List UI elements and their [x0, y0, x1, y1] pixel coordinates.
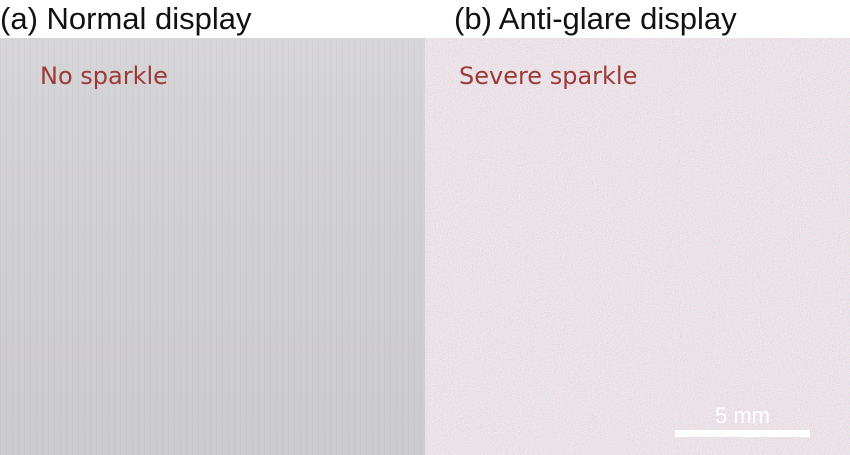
panel-caption: (b) Anti-glare display — [454, 1, 737, 36]
sparkle-noise-texture — [425, 38, 850, 455]
panel-caption: (a) Normal display — [0, 1, 252, 36]
anti-glare-display-photo: Severe sparkle 5 mm — [425, 38, 850, 455]
normal-display-photo: No sparkle — [0, 38, 425, 455]
panel-anti-glare-display: (b) Anti-glare display Severe sparkle 5 … — [425, 0, 850, 455]
panel-normal-display: (a) Normal display No sparkle — [0, 1, 425, 455]
scale-bar-label: 5 mm — [715, 403, 770, 428]
sparkle-label: No sparkle — [40, 62, 168, 90]
sparkle-label: Severe sparkle — [459, 62, 638, 90]
scale-bar — [675, 430, 810, 437]
